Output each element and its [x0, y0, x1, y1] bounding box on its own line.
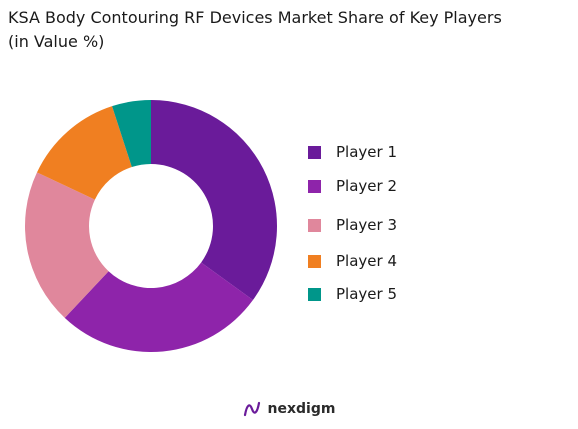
legend-swatch [308, 218, 321, 232]
legend-label: Player 5 [336, 285, 397, 303]
legend-item-5: Player 5 [308, 282, 397, 306]
legend-label: Player 3 [336, 216, 397, 234]
legend-label: Player 2 [336, 177, 397, 195]
legend-swatch [308, 254, 321, 268]
legend-item-4: Player 4 [308, 249, 397, 273]
brand-footer: nexdigm [0, 397, 578, 421]
legend-item-1: Player 1 [308, 140, 397, 164]
donut-slice-3 [24, 172, 109, 318]
donut-slice-5 [112, 100, 151, 168]
chart-title: KSA Body Contouring RF Devices Market Sh… [8, 6, 568, 54]
nexdigm-logo-icon [243, 401, 260, 417]
donut-slice-2 [64, 262, 253, 352]
brand-name: nexdigm [267, 401, 336, 417]
legend-swatch [308, 179, 321, 193]
legend-label: Player 1 [336, 143, 397, 161]
legend-item-2: Player 2 [308, 174, 397, 198]
legend-swatch [308, 287, 321, 301]
legend-item-3: Player 3 [308, 213, 397, 237]
chart-title-line-1: KSA Body Contouring RF Devices Market Sh… [8, 8, 502, 27]
chart-title-line-2: (in Value %) [8, 32, 105, 51]
donut-slice-1 [151, 100, 278, 301]
legend-swatch [308, 145, 321, 159]
legend-label: Player 4 [336, 252, 397, 270]
donut-slice-4 [36, 106, 132, 200]
